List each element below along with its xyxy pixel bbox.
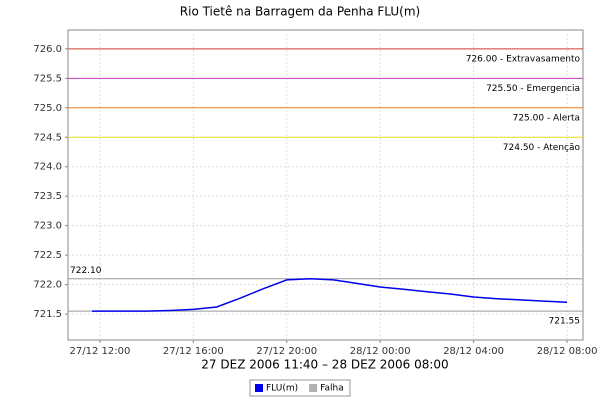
x-tick-label: 27/12 12:00	[70, 346, 131, 357]
reference-label: 722.10	[70, 266, 102, 276]
y-tick-label: 721.5	[33, 309, 62, 320]
x-tick-label: 28/12 04:00	[443, 346, 504, 357]
x-tick-label: 27/12 16:00	[163, 346, 224, 357]
y-tick-label: 723.5	[33, 191, 62, 202]
reference-label: 726.00 - Extravasamento	[466, 54, 581, 64]
x-tick-label: 28/12 00:00	[350, 346, 411, 357]
y-tick-label: 722.5	[33, 250, 62, 261]
y-tick-label: 725.5	[33, 73, 62, 84]
y-tick-label: 724.0	[33, 162, 62, 173]
y-tick-label: 722.0	[33, 280, 62, 291]
x-axis-title: 27 DEZ 2006 11:40 – 28 DEZ 2006 08:00	[201, 358, 448, 372]
reference-label: 721.55	[549, 317, 581, 327]
plot-area	[67, 29, 584, 341]
series-line	[92, 277, 568, 312]
x-tick-label: 27/12 20:00	[256, 346, 317, 357]
legend-swatch	[255, 384, 263, 392]
y-tick-label: 726.0	[33, 44, 62, 55]
reference-label: 725.50 - Emergencia	[486, 84, 580, 94]
y-tick-label: 723.0	[33, 221, 62, 232]
chart-title: Rio Tietê na Barragem da Penha FLU(m)	[180, 5, 420, 19]
reference-label: 725.00 - Alerta	[513, 113, 580, 123]
y-tick-label: 724.5	[33, 132, 62, 143]
reference-label: 724.50 - Atenção	[503, 143, 581, 153]
legend-swatch	[309, 384, 318, 392]
legend-box	[249, 379, 351, 397]
legend-label: FLU(m)	[266, 384, 298, 394]
y-tick-label: 725.0	[33, 103, 62, 114]
legend-label: Falha	[320, 384, 344, 394]
x-tick-label: 28/12 08:00	[537, 346, 598, 357]
